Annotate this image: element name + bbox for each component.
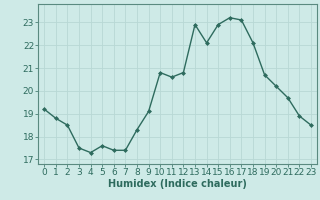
X-axis label: Humidex (Indice chaleur): Humidex (Indice chaleur) <box>108 179 247 189</box>
